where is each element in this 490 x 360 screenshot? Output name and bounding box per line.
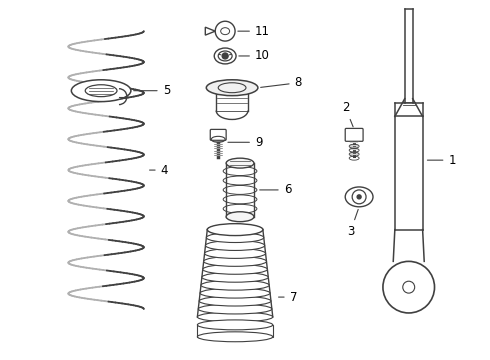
Ellipse shape [345,187,373,207]
Ellipse shape [201,280,269,290]
Ellipse shape [197,320,273,330]
Text: 4: 4 [149,163,168,176]
Text: 8: 8 [261,76,302,89]
Text: 2: 2 [342,101,353,127]
Ellipse shape [203,264,268,274]
Ellipse shape [207,224,263,235]
Circle shape [222,53,228,59]
Ellipse shape [206,233,264,243]
FancyBboxPatch shape [345,129,363,141]
Ellipse shape [72,80,131,102]
Text: 9: 9 [228,136,263,149]
Circle shape [357,195,361,199]
Text: 5: 5 [134,84,170,97]
Ellipse shape [197,332,273,342]
Text: 6: 6 [260,184,291,197]
Text: 3: 3 [347,210,358,238]
Ellipse shape [206,80,258,96]
Text: 7: 7 [278,291,297,303]
Ellipse shape [226,212,254,222]
Ellipse shape [198,304,272,314]
Ellipse shape [207,225,263,235]
Ellipse shape [204,256,267,266]
Ellipse shape [199,296,271,306]
Ellipse shape [226,158,254,168]
Ellipse shape [202,272,268,282]
Text: 1: 1 [427,154,456,167]
Text: 10: 10 [239,49,270,63]
Ellipse shape [205,240,265,251]
Ellipse shape [200,288,270,298]
Bar [197,325,273,337]
Ellipse shape [205,248,266,258]
Text: 11: 11 [238,24,270,38]
Ellipse shape [197,312,273,322]
FancyBboxPatch shape [210,129,226,140]
Ellipse shape [85,85,117,96]
